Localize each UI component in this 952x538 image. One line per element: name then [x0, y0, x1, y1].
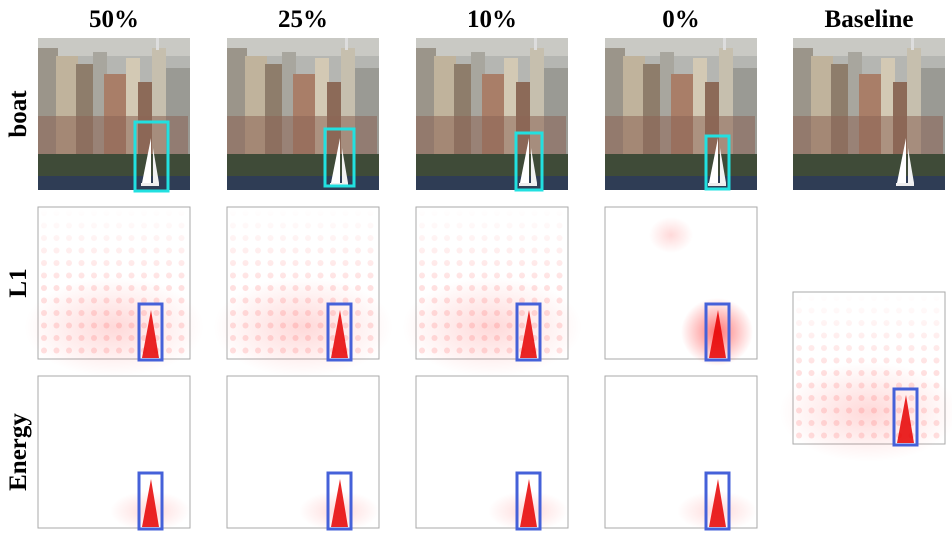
heat-wash [402, 277, 582, 377]
heatmap [37, 375, 191, 531]
heat-object [897, 395, 914, 443]
heat-fade [39, 208, 189, 288]
photo [605, 38, 757, 191]
heat-object [331, 479, 348, 527]
photo [227, 38, 379, 190]
detection-box [515, 471, 542, 531]
heatmap [24, 206, 204, 377]
heat-object [520, 479, 537, 527]
photo-image [416, 38, 568, 190]
heat-fade [417, 208, 567, 288]
heat-wash [213, 277, 393, 377]
heat-wash [779, 362, 952, 462]
heat-object [142, 479, 159, 527]
heatmap [779, 291, 952, 462]
heatmap [226, 375, 380, 531]
heatmap [415, 375, 569, 531]
row-label: Energy [5, 413, 32, 491]
detection-box [704, 302, 731, 362]
detection-box [514, 131, 544, 192]
heatmap [402, 206, 582, 377]
photo-image [605, 38, 757, 190]
column-header: 0% [662, 6, 700, 33]
heat-object [142, 310, 159, 358]
detection-box [133, 120, 170, 193]
column-header: 50% [89, 6, 139, 33]
photo [38, 38, 190, 193]
detection-box [137, 471, 164, 531]
detection-box [323, 127, 356, 188]
photo-image [227, 38, 379, 190]
detection-box [892, 387, 919, 447]
column-header: 25% [278, 6, 328, 33]
heat-object [709, 310, 726, 358]
heat-wash [24, 277, 204, 377]
detection-box [326, 302, 353, 362]
detection-box [704, 471, 731, 531]
detection-box [326, 471, 353, 531]
heat-blob [649, 217, 693, 253]
detection-box [704, 134, 731, 191]
heatmap [604, 206, 758, 366]
heat-fade [228, 208, 378, 288]
heatmap [213, 206, 393, 377]
heat-object [331, 310, 348, 358]
heat-object [709, 479, 726, 527]
column-header: 10% [467, 6, 517, 33]
heat-fade [794, 293, 944, 373]
row-label: boat [5, 90, 32, 138]
photo [416, 38, 568, 192]
heatmap [604, 375, 758, 531]
detection-box [137, 302, 164, 362]
photo-image [793, 38, 945, 190]
detection-box [515, 302, 542, 362]
photo [793, 38, 945, 190]
heat-object [520, 310, 537, 358]
column-header: Baseline [825, 6, 914, 33]
row-label: L1 [5, 268, 32, 297]
